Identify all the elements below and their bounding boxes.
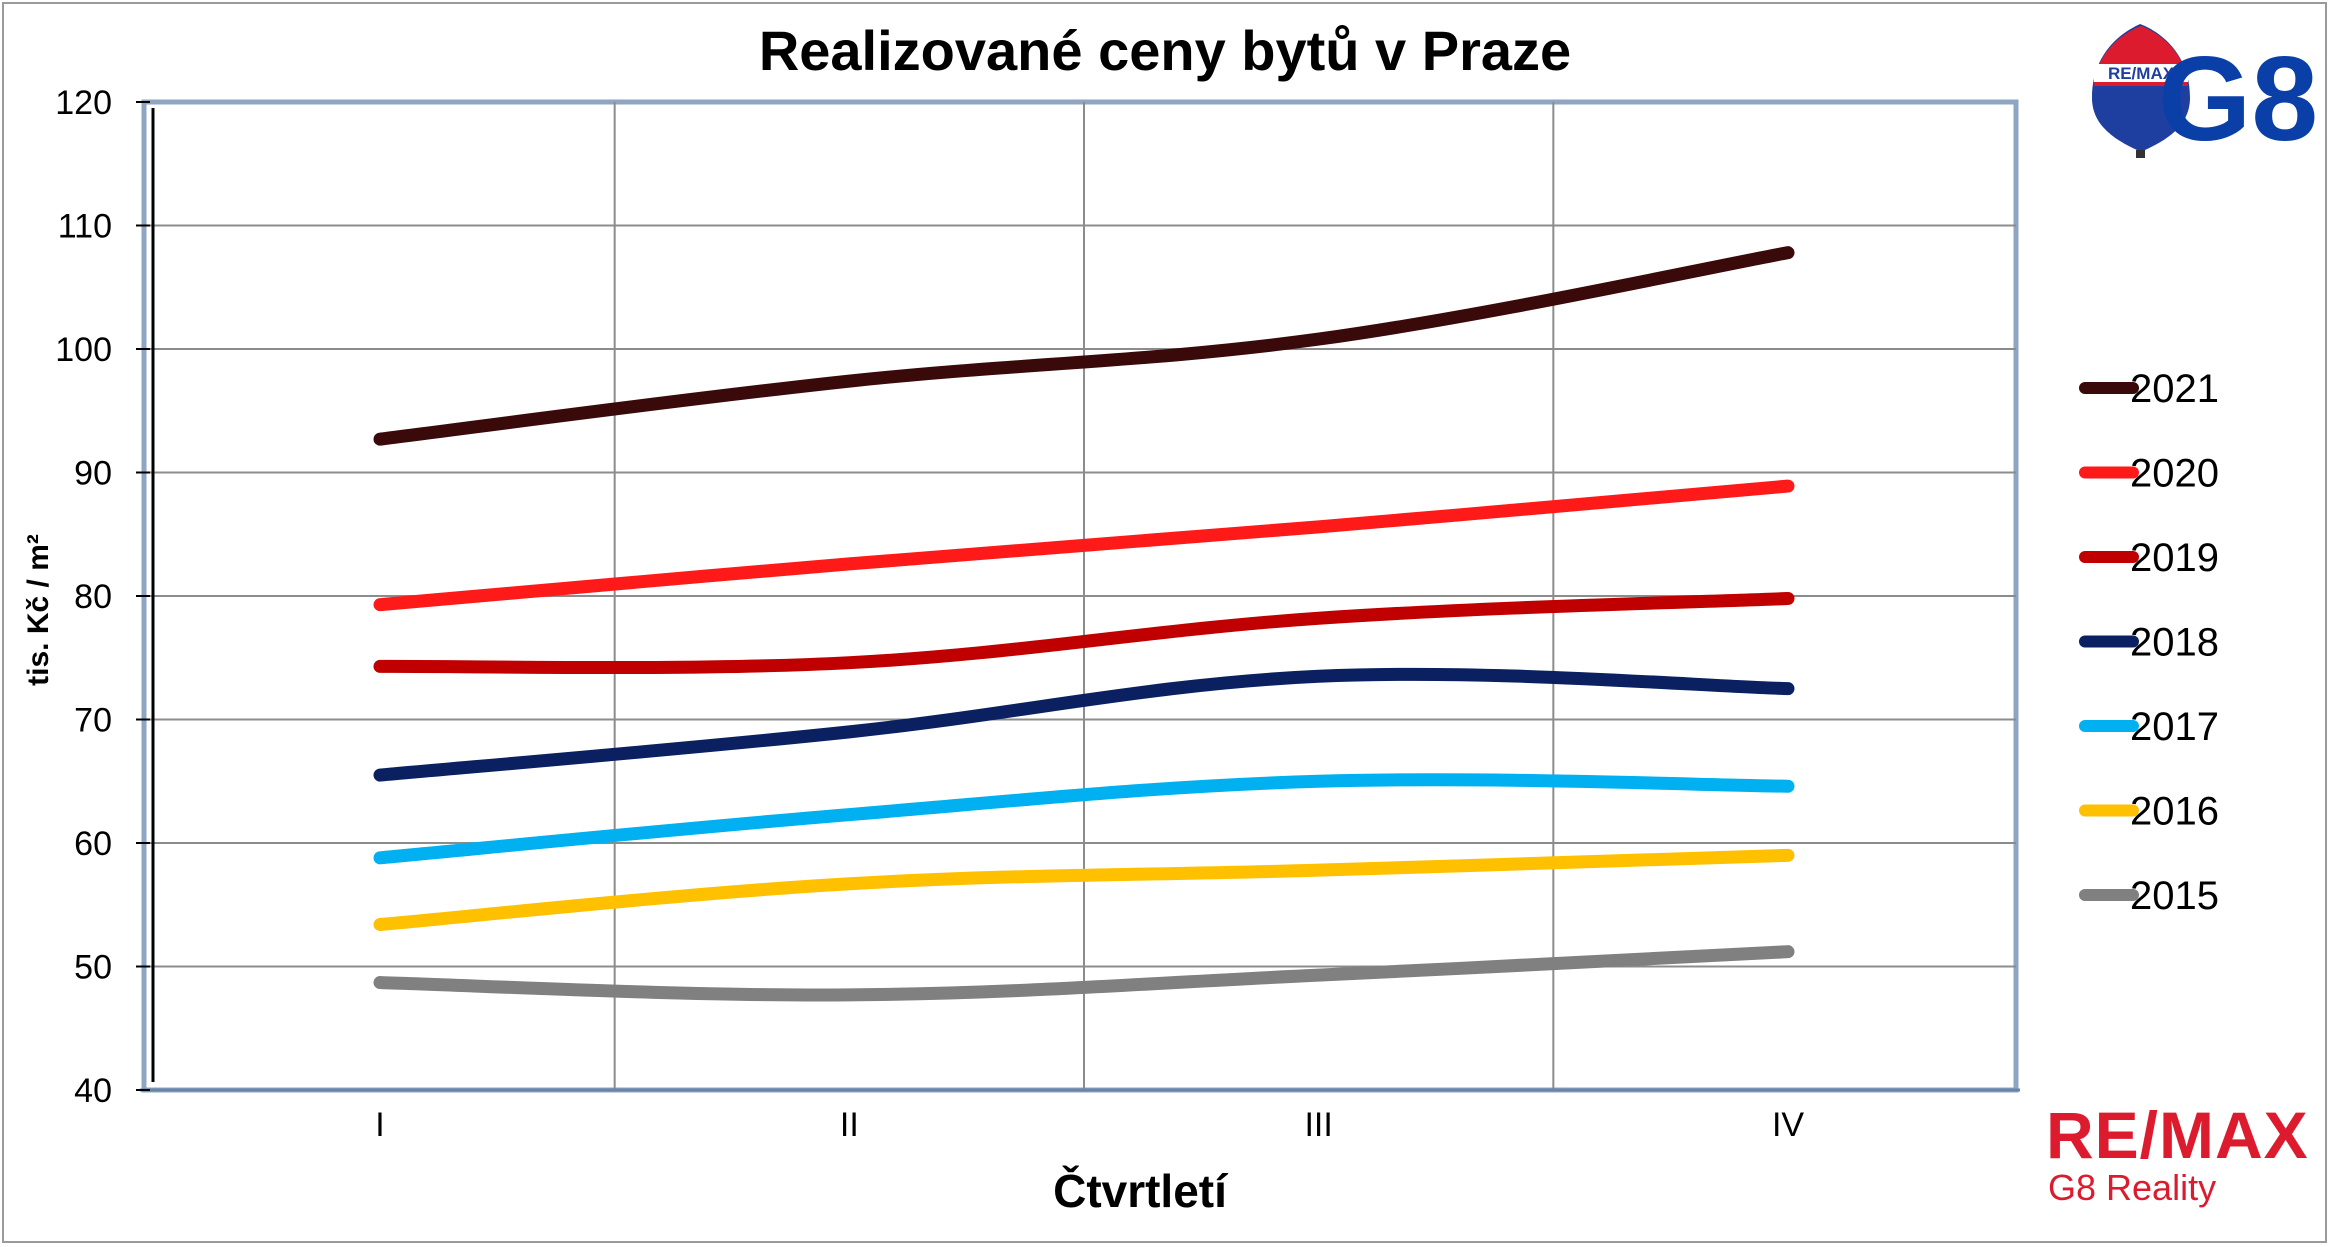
y-axis-title: tis. Kč / m²	[22, 534, 55, 686]
legend-label-2016: 2016	[2130, 790, 2219, 834]
x-tick-label: I	[375, 1106, 384, 1144]
series-line-2019	[373, 591, 1795, 675]
series-line-2020	[373, 479, 1795, 612]
y-tick-label: 50	[74, 949, 112, 987]
balloon-icon: RE/MAX	[2092, 24, 2190, 158]
legend-label-2015: 2015	[2130, 874, 2219, 918]
x-tick-label: III	[1304, 1106, 1332, 1144]
x-tick-label: II	[840, 1106, 859, 1144]
series-line-2017	[373, 773, 1795, 865]
series-line-2018	[373, 667, 1795, 782]
remax-logo-text: RE/MAX	[2046, 1098, 2309, 1172]
x-tick-labels: I II III IV	[375, 1106, 1804, 1144]
x-tick-label: IV	[1772, 1106, 1804, 1144]
series-layer	[373, 246, 1795, 1002]
y-tick-label: 120	[55, 84, 112, 122]
y-tick-label: 90	[74, 455, 112, 493]
y-tick-label: 60	[74, 825, 112, 863]
y-tick-label: 40	[74, 1072, 112, 1110]
series-line-2016	[373, 848, 1795, 932]
legend-label-2021: 2021	[2130, 367, 2219, 411]
y-tick-label: 70	[74, 702, 112, 740]
g8-logo-text: G8	[2158, 32, 2318, 166]
series-line-2021	[373, 246, 1795, 446]
remax-logo-subtext: G8 Reality	[2048, 1167, 2216, 1208]
legend-label-2020: 2020	[2130, 452, 2219, 496]
y-tick-labels: 40 50 60 70 80 90 100 110 120	[55, 84, 150, 1110]
y-tick-label: 80	[74, 578, 112, 616]
g8-logo: RE/MAX G8	[2092, 24, 2318, 166]
y-tick-label: 100	[55, 331, 112, 369]
series-line-2015	[373, 945, 1795, 1002]
balloon-label: RE/MAX	[2108, 64, 2175, 83]
grid	[144, 102, 2016, 1090]
legend-label-2017: 2017	[2130, 705, 2219, 749]
legend: 2021 2020 2019 2018 2017 2016 2015	[2079, 367, 2219, 918]
legend-label-2018: 2018	[2130, 621, 2219, 665]
legend-label-2019: 2019	[2130, 536, 2219, 580]
x-axis-title: Čtvrtletí	[1053, 1165, 1229, 1217]
remax-logo: RE/MAX G8 Reality	[2046, 1098, 2309, 1208]
chart-title: Realizované ceny bytů v Praze	[759, 19, 1571, 82]
y-tick-label: 110	[58, 208, 112, 246]
plot-area	[140, 99, 2020, 1093]
